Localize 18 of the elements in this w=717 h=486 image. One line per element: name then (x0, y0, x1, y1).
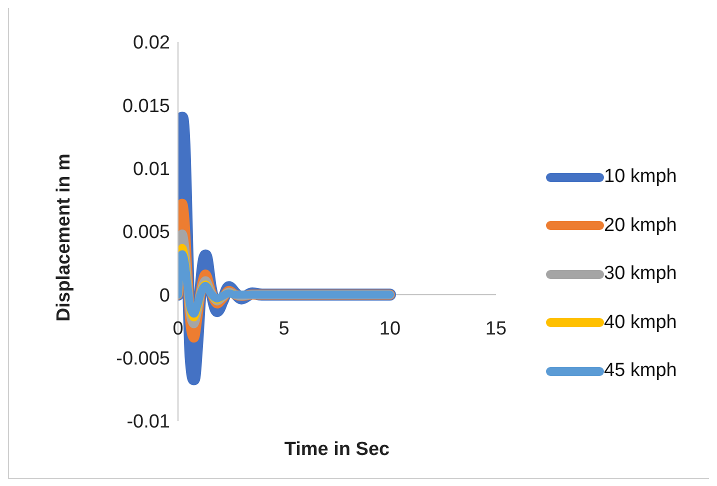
y-tick-label: 0 (159, 285, 170, 306)
x-tick-label: 5 (278, 318, 290, 340)
legend-label: 30 kmph (604, 263, 677, 286)
y-tick-label: 0.005 (122, 222, 170, 244)
y-tick-label: -0.005 (116, 348, 170, 370)
x-tick-label: 10 (379, 318, 401, 340)
y-tick-label: -0.01 (126, 412, 170, 433)
legend-label: 20 kmph (604, 214, 677, 237)
y-axis-title: Displacement in m (54, 154, 75, 322)
legend-label: 40 kmph (604, 312, 677, 334)
legend-label: 10 kmph (604, 166, 677, 188)
x-axis-title: Time in Sec (284, 439, 390, 460)
x-tick-label: 0 (172, 318, 184, 340)
y-tick-label: 0.02 (133, 32, 170, 54)
y-tick-label: 0.015 (122, 96, 170, 117)
legend-label: 45 kmph (604, 360, 677, 382)
y-tick-label: 0.01 (133, 159, 170, 180)
x-tick-label: 15 (485, 318, 507, 340)
